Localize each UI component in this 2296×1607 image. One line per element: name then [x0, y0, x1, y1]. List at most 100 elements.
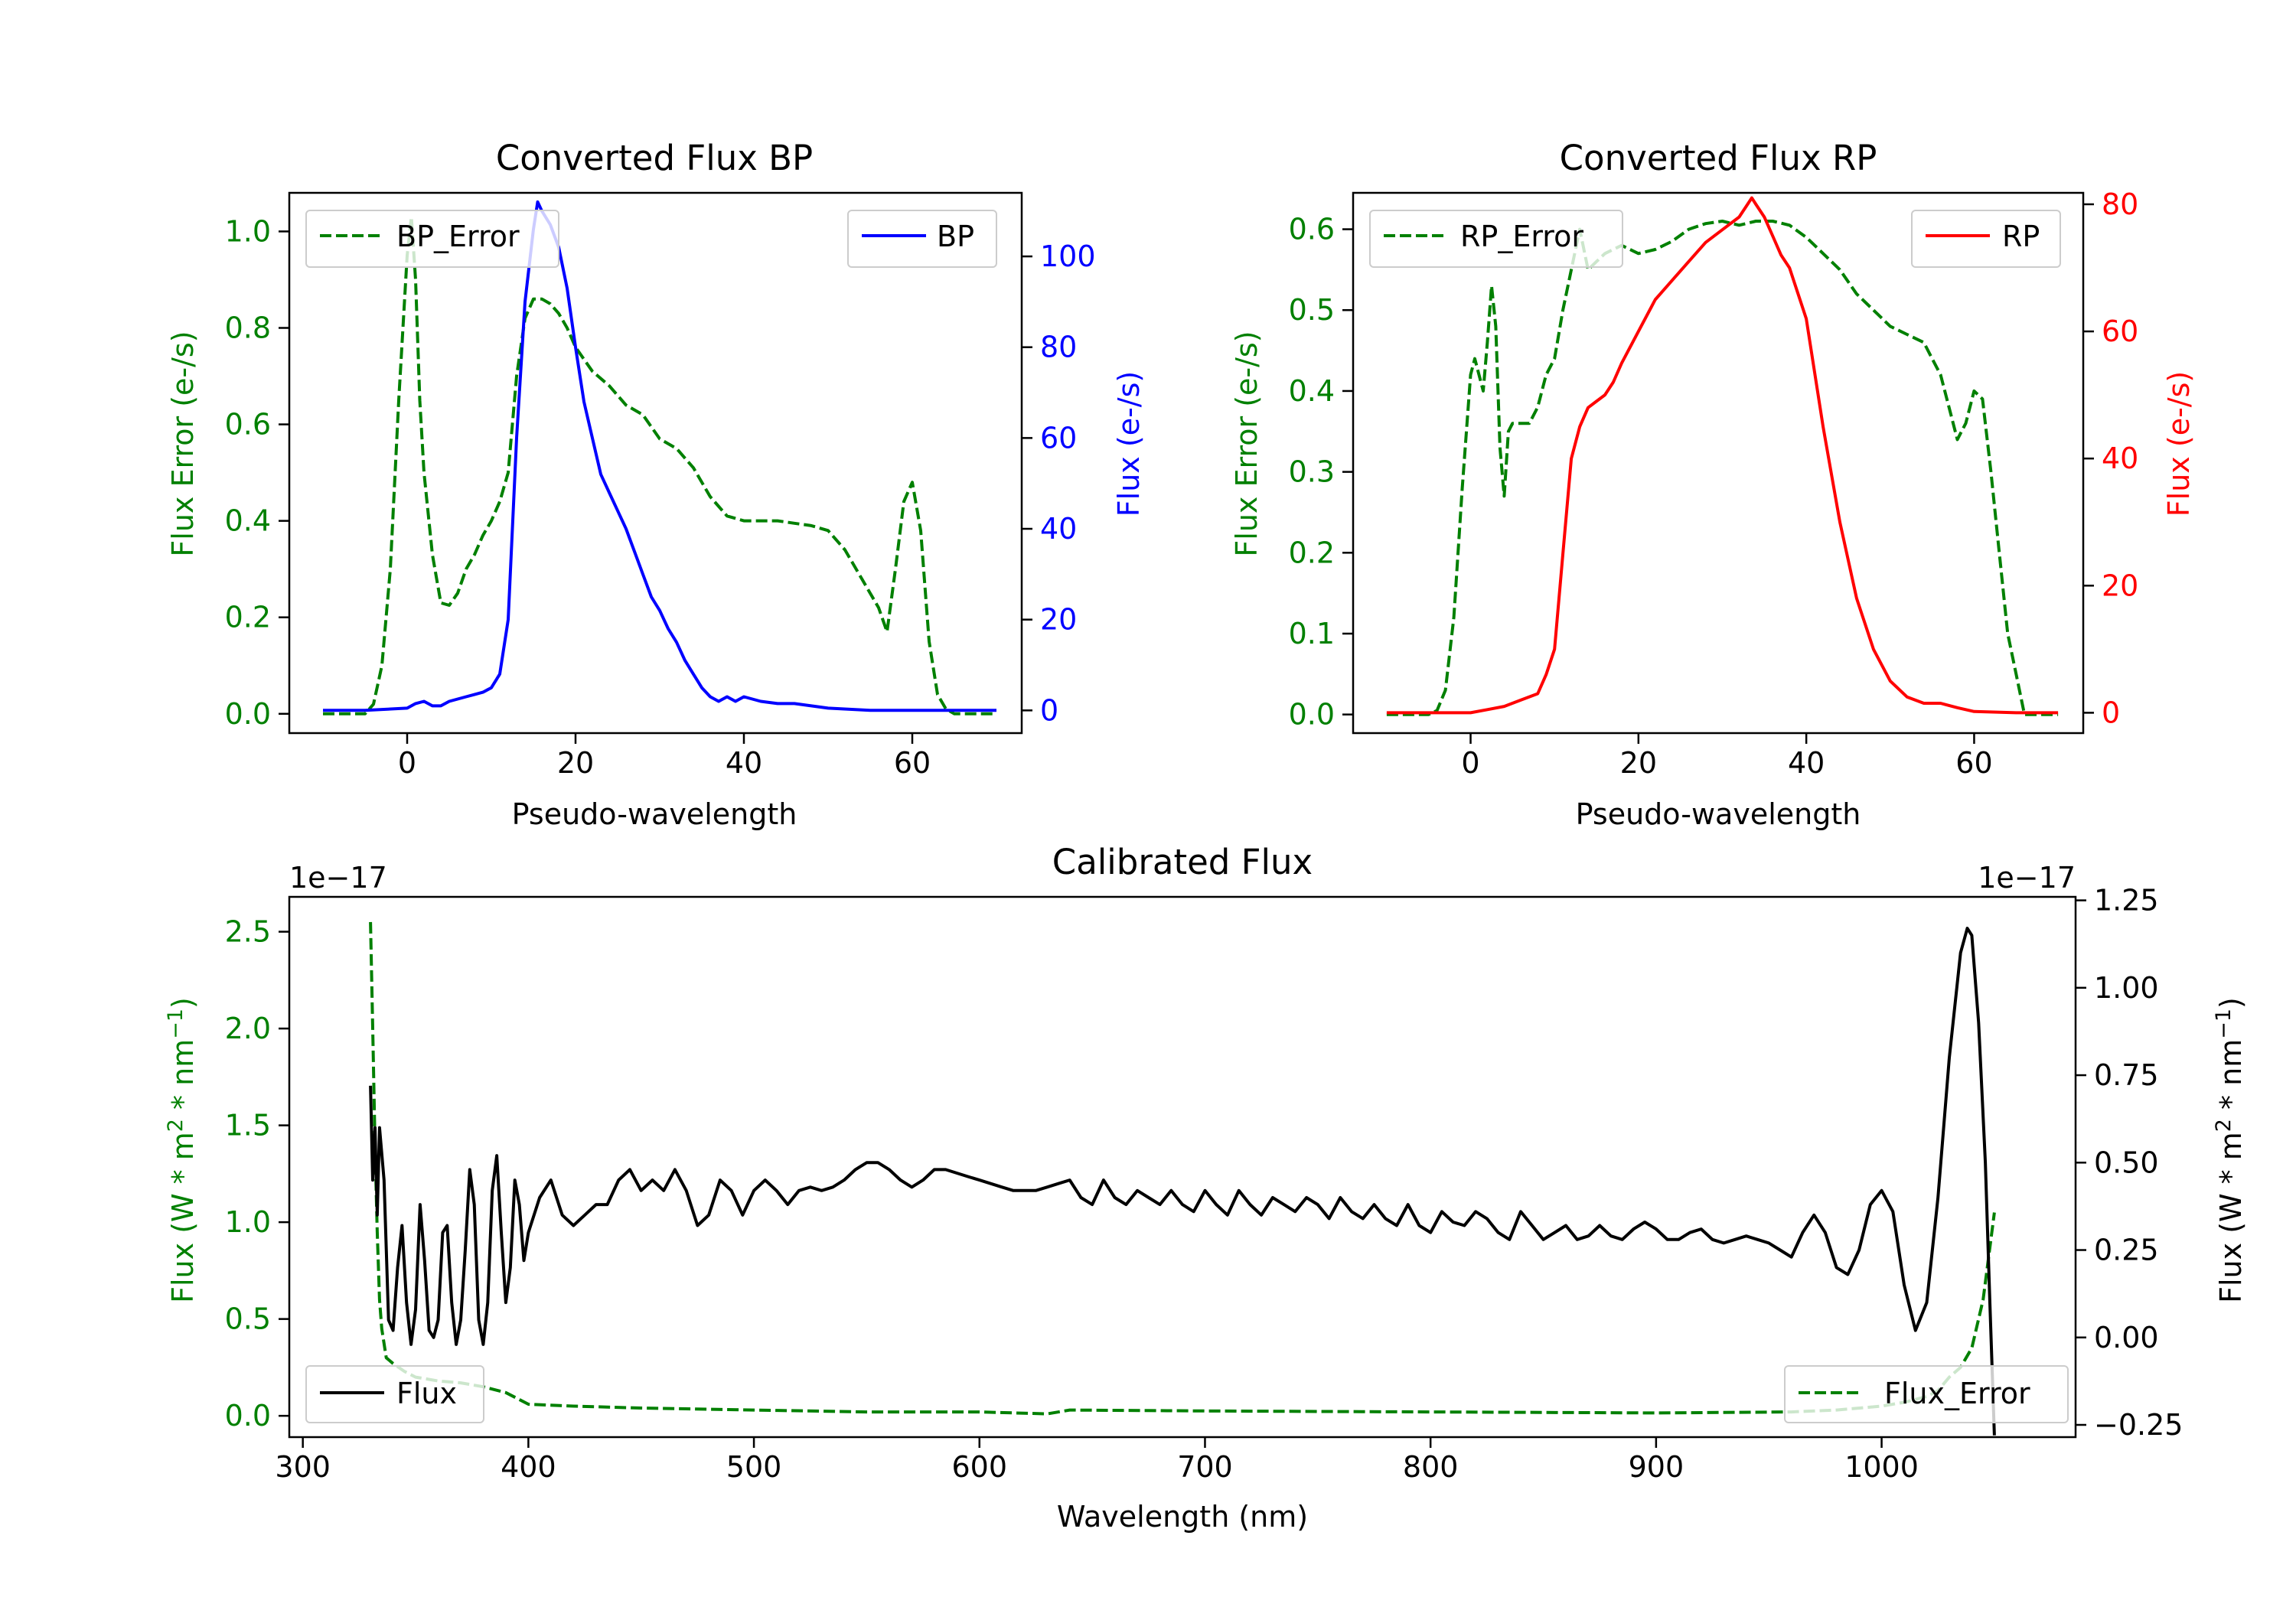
rp-left-tick-label: 0.1 — [1289, 617, 1335, 650]
rp-title: Converted Flux RP — [1560, 138, 1877, 178]
bp-right-tick-label: 60 — [1040, 421, 1077, 455]
bp-legend-error-label: BP_Error — [396, 220, 520, 253]
bp-right-tick-label: 80 — [1040, 331, 1077, 364]
cal-right-tick-label: 0.50 — [2094, 1146, 2159, 1179]
rp-x-tick-label: 60 — [1955, 746, 1992, 780]
rp-right-axis-label: Flux (e-/s) — [2162, 371, 2196, 517]
rp-right-tick-label: 40 — [2102, 442, 2138, 475]
rp-x-tick-label: 40 — [1788, 746, 1825, 780]
bp-series-bp-error — [323, 215, 996, 715]
cal-left-tick-label: 1.5 — [225, 1109, 271, 1143]
bp-x-tick-label: 40 — [726, 746, 762, 780]
bp-title: Converted Flux BP — [496, 138, 813, 178]
bp-axes-frame — [288, 191, 1023, 735]
bp-right-tick-label: 20 — [1040, 603, 1077, 637]
rp-x-tick-label: 0 — [1461, 746, 1479, 780]
calibrated-left-offset-text: 1e−17 — [289, 861, 387, 895]
bp-left-tick-label: 0.6 — [225, 408, 271, 442]
cal-x-tick-label: 1000 — [1844, 1450, 1919, 1484]
bp-left-tick-label: 1.0 — [225, 214, 271, 248]
calibrated-legend-error-box — [1784, 1365, 2069, 1423]
bp-left-tick-label: 0.4 — [225, 504, 271, 538]
rp-left-axis-label: Flux Error (e-/s) — [1230, 331, 1264, 556]
cal-right-tick-label: 1.25 — [2094, 884, 2159, 918]
rp-left-tick-label: 0.5 — [1289, 293, 1335, 327]
cal-axes-frame — [288, 895, 2077, 1439]
bp-legend-flux-box — [847, 210, 997, 268]
rp-left-tick-label: 0.0 — [1289, 698, 1335, 732]
calibrated-legend-flux-label: Flux — [396, 1377, 457, 1410]
rp-plot-lines — [1386, 196, 2059, 716]
bp-legend-error-box — [305, 210, 559, 268]
bp-x-tick-label: 20 — [557, 746, 594, 780]
cal-right-tick-label: 1.00 — [2094, 971, 2159, 1005]
bp-legend-error: BP_Error — [305, 210, 559, 268]
rp-right-tick-label: 60 — [2102, 315, 2138, 348]
calibrated-legend-error: Flux_Error — [1784, 1365, 2069, 1423]
bp-right-tick-label: 100 — [1040, 240, 1096, 273]
rp-left-tick-label: 0.2 — [1289, 536, 1335, 569]
bp-panel: Converted Flux BP Pseudo-wavelength Flux… — [166, 138, 1146, 831]
calibrated-title: Calibrated Flux — [1052, 842, 1313, 882]
bp-x-axis-label: Pseudo-wavelength — [512, 797, 797, 831]
cal-right-tick-label: 0.75 — [2094, 1058, 2159, 1092]
cal-x-tick-label: 400 — [501, 1450, 556, 1484]
rp-axes-frame — [1352, 191, 2085, 735]
bp-right-tick-label: 40 — [1040, 512, 1077, 546]
cal-right-tick-label: 0.00 — [2094, 1321, 2159, 1354]
cal-left-tick-label: 0.0 — [225, 1399, 271, 1433]
rp-x-tick-label: 20 — [1620, 746, 1657, 780]
cal-left-tick-label: 2.5 — [225, 915, 271, 949]
calibrated-x-axis-label: Wavelength (nm) — [1057, 1500, 1308, 1534]
cal-left-tick-label: 0.5 — [225, 1302, 271, 1336]
rp-x-axis-label: Pseudo-wavelength — [1576, 797, 1861, 831]
bp-left-tick-label: 0.0 — [225, 697, 271, 731]
cal-x-tick-label: 500 — [726, 1450, 782, 1484]
rp-legend-error-box — [1369, 210, 1623, 268]
bp-left-tick-label: 0.8 — [225, 311, 271, 345]
rp-left-tick-label: 0.6 — [1289, 213, 1335, 246]
cal-x-tick-label: 800 — [1403, 1450, 1459, 1484]
rp-legend-flux-box — [1911, 210, 2061, 268]
cal-x-tick-label: 300 — [275, 1450, 331, 1484]
rp-legend-flux: RP — [1911, 210, 2061, 268]
rp-legend-error: RP_Error — [1369, 210, 1623, 268]
bp-x-tick-label: 60 — [894, 746, 931, 780]
bp-left-axis-label: Flux Error (e-/s) — [166, 331, 200, 556]
bp-right-axis-label: Flux (e-/s) — [1112, 371, 1146, 517]
bp-plot-lines — [323, 200, 996, 715]
cal-x-tick-label: 700 — [1177, 1450, 1233, 1484]
rp-right-tick-label: 20 — [2102, 569, 2138, 602]
bp-series-bp — [323, 200, 996, 712]
calibrated-right-axis-label: Flux (W * m2 * nm−1) — [2212, 997, 2248, 1303]
cal-series-flux-error — [369, 921, 1996, 1416]
calibrated-right-offset-text: 1e−17 — [1978, 861, 2076, 895]
cal-series-flux — [369, 927, 1996, 1436]
bp-left-tick-label: 0.2 — [225, 601, 271, 634]
cal-x-tick-label: 900 — [1629, 1450, 1684, 1484]
rp-legend-flux-label: RP — [2002, 220, 2040, 253]
cal-x-tick-label: 600 — [952, 1450, 1008, 1484]
rp-right-tick-label: 80 — [2102, 187, 2138, 221]
calibrated-panel: Calibrated Flux Wavelength (nm) 1e−17 1e… — [164, 842, 2248, 1534]
bp-x-tick-label: 0 — [398, 746, 416, 780]
bp-legend-flux-label: BP — [937, 220, 974, 253]
calibrated-left-axis-label: Flux (W * m2 * nm−1) — [164, 997, 200, 1303]
bp-legend-flux: BP — [847, 210, 997, 268]
calibrated-legend-flux-box — [305, 1365, 484, 1423]
rp-left-tick-label: 0.3 — [1289, 455, 1335, 489]
cal-right-tick-label: 0.25 — [2094, 1234, 2159, 1267]
rp-right-tick-label: 0 — [2102, 696, 2120, 729]
rp-series-rp — [1386, 196, 2059, 715]
calibrated-legend-error-label: Flux_Error — [1884, 1377, 2030, 1410]
rp-left-tick-label: 0.4 — [1289, 374, 1335, 408]
cal-right-tick-label: −0.25 — [2094, 1408, 2183, 1442]
rp-panel: Converted Flux RP Pseudo-wavelength Flux… — [1230, 138, 2196, 831]
calibrated-plot-lines — [369, 921, 1996, 1436]
bp-right-tick-label: 0 — [1040, 693, 1058, 727]
cal-left-tick-label: 1.0 — [225, 1205, 271, 1239]
cal-left-tick-label: 2.0 — [225, 1012, 271, 1045]
calibrated-legend-flux: Flux — [305, 1365, 484, 1423]
rp-series-rp-error — [1386, 220, 2059, 716]
